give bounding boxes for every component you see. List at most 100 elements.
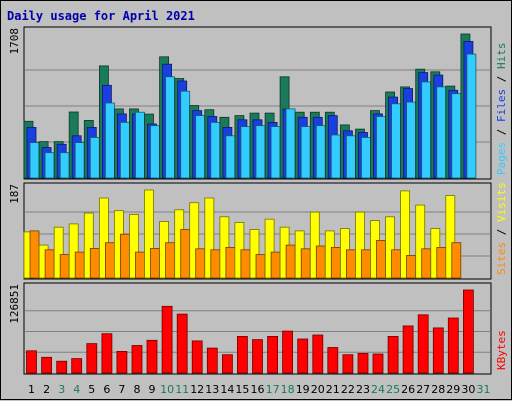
bar-kbytes-day-28 (432, 327, 444, 374)
bar-pages-day-10 (165, 76, 176, 179)
bar-visits-day-9 (144, 189, 154, 279)
bar-pages-day-29 (451, 93, 462, 179)
bar-kbytes-day-18 (282, 330, 294, 374)
x-axis: 1 2 3 4 5 6 7 8 9 10 11 12 13 14 15 16 17 18 19 20 21 22 23 24 2… (28, 383, 491, 396)
x-tick-day-24: 24 (371, 383, 385, 396)
x-tick-day-22: 22 (341, 383, 355, 396)
bar-sites-day-2 (44, 249, 55, 279)
bar-kbytes-day-26 (402, 325, 414, 374)
bar-kbytes-day-16 (252, 339, 263, 374)
y-max-label: 1708 (8, 28, 21, 55)
bar-sites-day-20 (315, 245, 326, 279)
panel-3: 126851 KBytes (8, 282, 508, 375)
bar-kbytes-day-3 (56, 360, 68, 374)
legend-panel-2: Sites / Visits (495, 182, 508, 275)
bar-kbytes-day-14 (221, 354, 233, 374)
x-tick-day-20: 20 (311, 383, 325, 396)
bar-sites-day-3 (59, 254, 70, 279)
bar-sites-day-25 (391, 249, 402, 279)
bar-kbytes-day-10 (161, 305, 173, 374)
bar-visits-day-27 (415, 204, 426, 279)
x-tick-day-4: 4 (73, 383, 80, 396)
bar-kbytes-day-9 (146, 339, 158, 374)
bar-pages-day-25 (391, 103, 402, 179)
bar-pages-day-26 (406, 101, 417, 179)
bar-kbytes-day-8 (131, 345, 143, 374)
bar-pages-day-3 (59, 152, 70, 179)
bar-sites-day-6 (105, 242, 115, 279)
bar-pages-day-7 (120, 122, 130, 179)
bar-visits-day-25 (385, 216, 396, 279)
x-tick-day-1: 1 (28, 383, 35, 396)
bar-visits-day-29 (445, 195, 456, 279)
bar-kbytes-day-19 (297, 338, 309, 374)
bar-pages-day-18 (285, 108, 296, 179)
bar-sites-day-29 (451, 242, 462, 279)
x-tick-day-6: 6 (103, 383, 110, 396)
bar-sites-day-24 (376, 239, 386, 279)
bar-pages-day-9 (150, 125, 160, 179)
bar-visits-day-3 (53, 226, 64, 279)
legend: Sites / Visits (495, 182, 508, 275)
bar-sites-day-26 (406, 254, 417, 279)
legend-panel-1: Pages / Files / Hits (495, 43, 508, 176)
bar-sites-day-4 (74, 251, 85, 279)
bar-sites-day-5 (89, 247, 100, 279)
bar-pages-day-21 (330, 134, 341, 179)
bar-pages-day-30 (466, 53, 477, 179)
bar-pages-day-11 (180, 90, 191, 179)
legend-entry-kbytes: KBytes (495, 330, 508, 370)
bar-kbytes-day-25 (387, 335, 399, 374)
legend-entry-files: Files (495, 89, 508, 122)
x-tick-day-27: 27 (416, 383, 430, 396)
x-tick-day-7: 7 (118, 383, 125, 396)
x-tick-day-13: 13 (205, 383, 219, 396)
x-tick-day-18: 18 (281, 383, 295, 396)
legend-separator: / (495, 222, 508, 242)
bar-visits-day-26 (400, 190, 411, 279)
legend-separator: / (495, 122, 508, 142)
bar-kbytes-day-29 (447, 317, 459, 374)
x-tick-day-8: 8 (134, 383, 141, 396)
bar-pages-day-19 (300, 126, 311, 179)
bar-sites-day-19 (300, 248, 311, 279)
bar-kbytes-day-27 (417, 314, 429, 374)
bar-kbytes-day-2 (41, 356, 52, 374)
legend: Pages / Files / Hits (495, 43, 508, 176)
bar-visits-day-12 (189, 202, 200, 279)
bar-sites-day-11 (180, 229, 191, 279)
bar-kbytes-day-23 (357, 352, 369, 374)
x-tick-day-26: 26 (401, 383, 415, 396)
bar-sites-day-28 (436, 246, 447, 279)
bar-visits-day-13 (204, 197, 215, 279)
bar-pages-day-20 (315, 125, 326, 179)
bar-visits-day-23 (355, 211, 365, 279)
legend-entry-pages: Pages (495, 142, 508, 175)
x-tick-day-23: 23 (356, 383, 370, 396)
x-tick-day-15: 15 (235, 383, 249, 396)
bar-kbytes-day-24 (372, 353, 384, 374)
bar-pages-day-22 (345, 135, 356, 179)
x-tick-day-10: 10 (160, 383, 174, 396)
x-tick-day-21: 21 (326, 383, 340, 396)
bar-pages-day-14 (225, 135, 236, 179)
bar-sites-day-8 (135, 251, 145, 279)
bar-pages-day-5 (89, 137, 100, 179)
bar-sites-day-13 (210, 249, 221, 279)
bar-sites-day-18 (285, 244, 296, 279)
chart-title: Daily usage for April 2021 (7, 9, 195, 23)
bar-pages-day-28 (436, 86, 447, 179)
bar-kbytes-day-13 (206, 347, 218, 374)
bar-sites-day-21 (330, 246, 341, 279)
bar-visits-day-6 (99, 197, 109, 279)
x-tick-day-28: 28 (431, 383, 445, 396)
x-tick-day-2: 2 (43, 383, 50, 396)
bar-sites-day-22 (345, 249, 356, 279)
bar-kbytes-day-30 (462, 289, 474, 374)
bar-visits-day-5 (83, 212, 94, 279)
x-tick-day-14: 14 (220, 383, 234, 396)
x-tick-day-5: 5 (88, 383, 95, 396)
bar-sites-day-1 (29, 230, 40, 279)
